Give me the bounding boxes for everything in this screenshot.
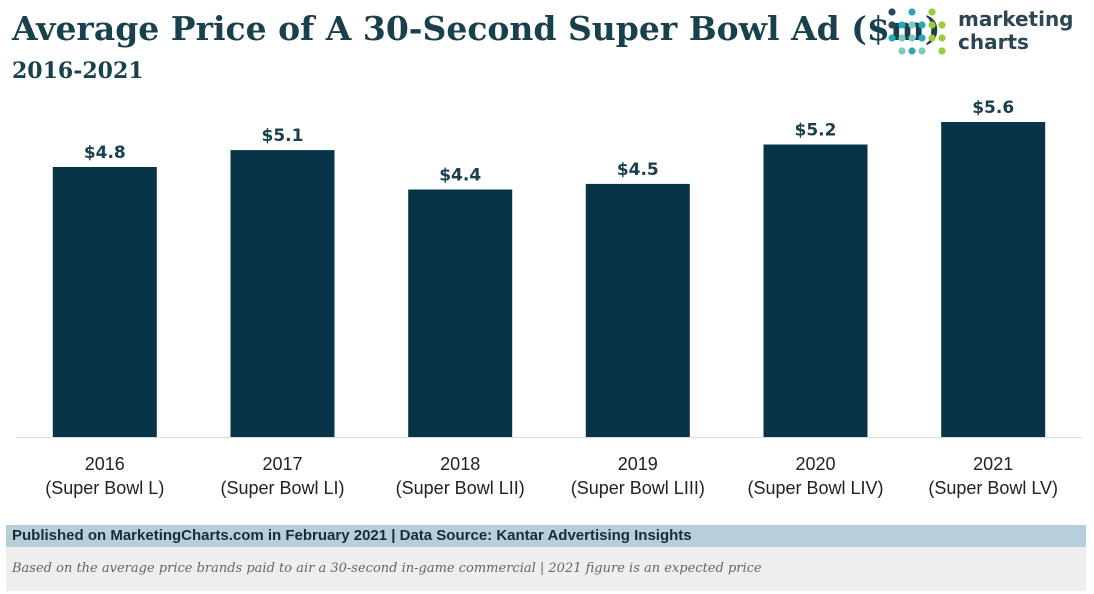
data-label-2020: $5.2 — [795, 121, 837, 141]
data-label-2016: $4.8 — [84, 143, 126, 163]
x-tick-label-event: (Super Bowl LIV) — [747, 478, 883, 498]
bar-2019 — [585, 183, 690, 437]
data-label-group: $4.8 $5.1 $4.4 $4.5 $5.2 $5.6 — [84, 98, 1014, 186]
logo-dot — [908, 21, 916, 29]
data-label-2017: $5.1 — [262, 126, 304, 146]
logo-text-line2: charts — [958, 30, 1029, 54]
chart-title: Average Price of A 30-Second Super Bowl … — [12, 9, 941, 48]
x-tick-label-event: (Super Bowl LV) — [928, 478, 1058, 498]
x-tick-label-year: 2018 — [440, 454, 480, 474]
bar-2020 — [763, 144, 868, 437]
logo-dot — [928, 21, 936, 29]
chart-subtitle: 2016-2021 — [12, 58, 144, 84]
logo-dot — [928, 34, 936, 42]
bar-chart: $4.8 $5.1 $4.4 $4.5 $5.2 $5.6 2016 (Super Bowl… — [16, 98, 1082, 498]
logo-dot — [938, 21, 946, 29]
x-tick-label-year: 2020 — [795, 454, 835, 474]
logo-dot — [938, 47, 946, 55]
x-tick-label-year: 2016 — [85, 454, 125, 474]
bar-2017 — [230, 150, 335, 437]
note-box: Based on the average price brands paid t… — [6, 547, 1086, 591]
x-tick-label-event: (Super Bowl LII) — [396, 478, 525, 498]
x-tick-label-year: 2017 — [262, 454, 302, 474]
logo-dot — [908, 8, 916, 16]
logo-dot — [918, 47, 926, 55]
x-tick-label-year: 2019 — [618, 454, 658, 474]
logo-text-line1: marketing — [958, 7, 1074, 31]
data-label-2021: $5.6 — [972, 98, 1014, 118]
note-text: Based on the average price brands paid t… — [12, 561, 762, 576]
data-label-2019: $4.5 — [617, 160, 659, 180]
logo-dot — [898, 47, 906, 55]
logo-dot — [918, 34, 926, 42]
x-tick-label-event: (Super Bowl LIII) — [571, 478, 705, 498]
dot-grid-logo-icon — [888, 8, 946, 55]
x-tick-label-group: 2016 (Super Bowl L) 2017 (Super Bowl LI) 201… — [45, 454, 1058, 498]
x-tick-label-event: (Super Bowl LI) — [220, 478, 344, 498]
marketingcharts-logo[interactable]: marketing charts — [886, 6, 1086, 62]
logo-dot — [888, 8, 896, 16]
logo-dot — [888, 21, 896, 29]
bar-group — [52, 122, 1046, 437]
logo-dot — [918, 21, 926, 29]
data-label-2018: $4.4 — [439, 166, 481, 186]
logo-dot — [938, 34, 946, 42]
logo-dot — [898, 21, 906, 29]
logo-dot — [908, 34, 916, 42]
source-text: Published on MarketingCharts.com in Febr… — [12, 527, 692, 544]
bar-2016 — [52, 167, 157, 437]
x-tick-label-event: (Super Bowl L) — [45, 478, 164, 498]
logo-text: marketing charts — [958, 8, 1074, 54]
logo-dot — [888, 34, 896, 42]
bar-2018 — [408, 189, 513, 437]
logo-dot — [908, 47, 916, 55]
logo-dot — [928, 8, 936, 16]
bar-2021 — [941, 122, 1046, 437]
source-bar: Published on MarketingCharts.com in Febr… — [6, 525, 1086, 547]
logo-dot — [898, 34, 906, 42]
x-tick-label-year: 2021 — [973, 454, 1013, 474]
